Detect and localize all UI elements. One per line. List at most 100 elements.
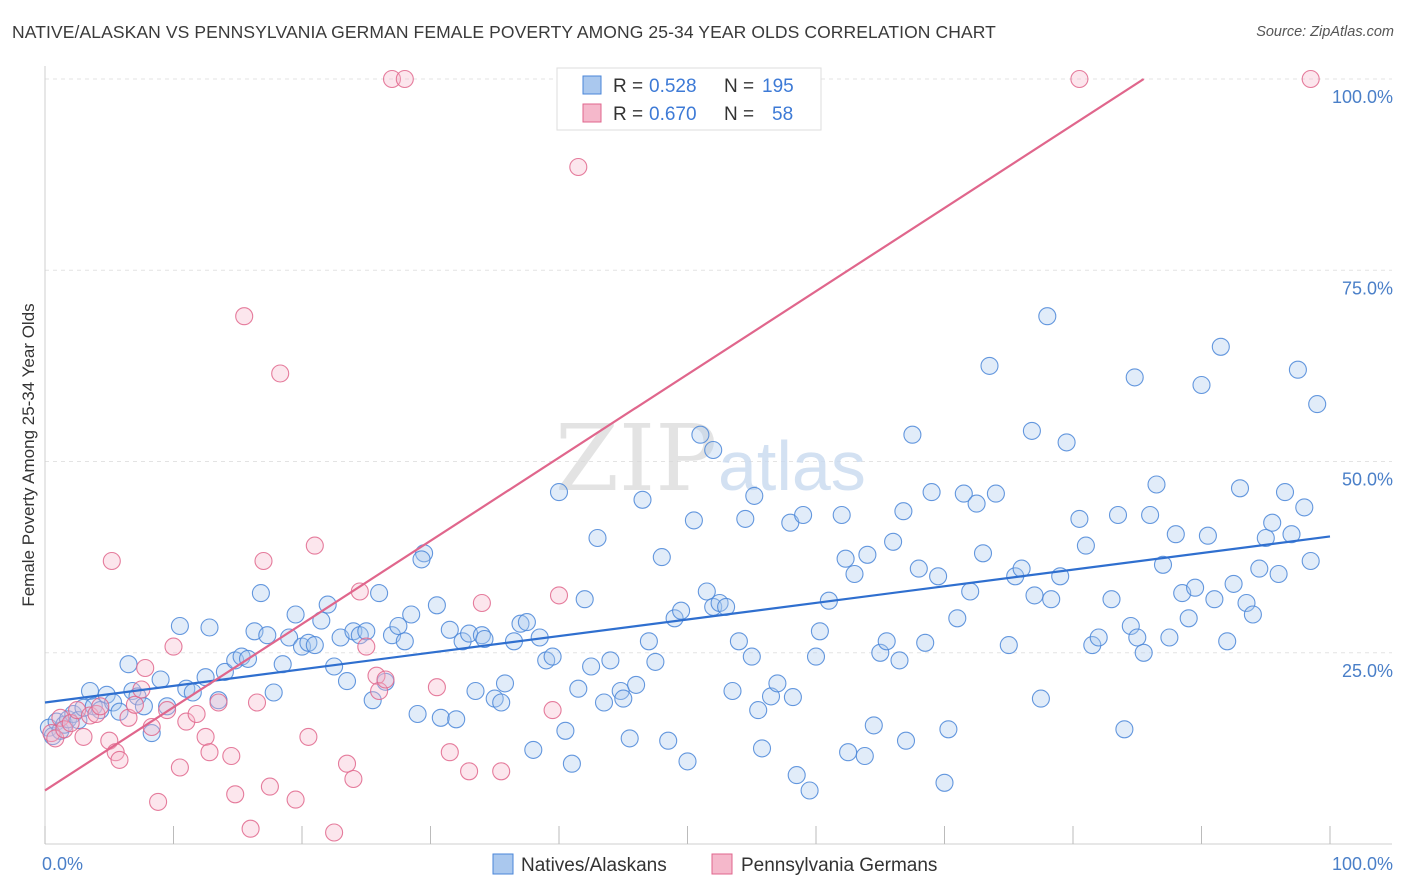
natives-point-110: [752, 739, 772, 758]
pennsylvania-point-51: [472, 593, 491, 613]
natives-point-197: [475, 629, 494, 649]
pennsylvania-point-42: [357, 637, 376, 656]
natives-point-26: [200, 618, 219, 637]
natives-point-33: [251, 584, 270, 603]
pennsylvania-point-18: [149, 792, 168, 811]
pennsylvania-point-50: [460, 762, 479, 781]
natives-point-57: [408, 704, 427, 724]
natives-point-184: [1269, 564, 1288, 584]
pennsylvania-point-16: [136, 658, 155, 678]
pennsylvania-point-31: [247, 693, 267, 712]
natives-point-168: [1166, 525, 1185, 544]
natives-point-89: [620, 729, 639, 748]
bottom-legend-label-natives: Natives/Alaskans: [521, 855, 667, 876]
bottom-legend-swatch-blue: [492, 853, 514, 875]
natives-point-165: [1147, 475, 1166, 494]
x-tick-label-0: 0.0%: [42, 854, 83, 874]
natives-point-122: [839, 743, 858, 762]
natives-point-115: [794, 505, 813, 525]
natives-point-172: [1192, 375, 1211, 395]
natives-point-125: [858, 545, 877, 564]
natives-point-136: [929, 567, 948, 586]
natives-point-95: [659, 731, 678, 750]
y-tick-label-1: 50.0%: [1342, 470, 1393, 490]
pennsylvania-point-14: [125, 695, 144, 714]
pennsylvania-point-37: [305, 536, 324, 555]
natives-point-164: [1141, 505, 1160, 525]
pennsylvania-point-52: [492, 762, 511, 781]
natives-point-64: [453, 632, 472, 651]
natives-point-38: [286, 605, 305, 624]
natives-point-194: [894, 502, 913, 521]
bottom-legend-label-pennsylvania: Pennsylvania Germans: [741, 855, 937, 876]
natives-point-181: [1250, 559, 1269, 578]
natives-point-149: [1031, 689, 1050, 708]
pennsylvania-point-47: [395, 69, 414, 89]
pennsylvania-point-45: [376, 670, 395, 689]
natives-point-92: [639, 632, 658, 651]
natives-point-171: [1186, 578, 1205, 597]
pennsylvania-point-44: [370, 681, 389, 701]
watermark: ZIP atlas: [555, 405, 866, 512]
natives-point-79: [556, 721, 575, 740]
pennsylvania-point-22: [177, 712, 196, 731]
pennsylvania-point-43: [367, 666, 386, 685]
legend-r-value-1: 0.528: [649, 76, 697, 97]
natives-point-22: [170, 616, 189, 636]
pennsylvania-point-36: [299, 727, 318, 746]
pennsylvania-point-26: [209, 693, 228, 712]
natives-point-94: [652, 548, 671, 567]
natives-point-142: [967, 494, 986, 513]
natives-point-54: [389, 616, 408, 636]
natives-point-157: [1089, 628, 1108, 647]
pennsylvania-point-29: [235, 307, 254, 326]
pennsylvania-point-39: [337, 754, 357, 773]
natives-point-80: [562, 754, 581, 773]
natives-point-155: [1076, 536, 1095, 555]
natives-point-193: [745, 486, 764, 505]
natives-point-186: [1282, 525, 1301, 544]
natives-point-148: [1025, 586, 1044, 605]
y-tick-label-3: 100.0%: [1332, 87, 1393, 107]
pennsylvania-point-21: [170, 758, 189, 777]
natives-point-162: [1128, 628, 1147, 647]
natives-point-93: [646, 652, 665, 671]
y-tick-label-0: 25.0%: [1342, 661, 1393, 681]
legend-n-value-1: 195: [762, 76, 794, 97]
legend: R = 0.528 N = 195 R = 0.670 N = 58: [556, 67, 822, 131]
natives-point-69: [492, 693, 511, 712]
natives-point-180: [1243, 605, 1262, 624]
natives-point-20: [151, 670, 170, 689]
natives-point-56: [402, 605, 421, 624]
natives-point-134: [916, 633, 935, 652]
natives-point-101: [697, 582, 716, 601]
natives-point-88: [614, 689, 633, 708]
pennsylvania-point-20: [164, 637, 183, 656]
natives-point-189: [1308, 395, 1327, 414]
natives-point-74: [524, 740, 543, 759]
natives-point-61: [431, 708, 450, 727]
pennsylvania-point-7: [80, 706, 100, 725]
y-tick-label-2: 75.0%: [1342, 278, 1393, 298]
legend-r-value-2: 0.670: [649, 104, 697, 125]
legend-r-label-1: R =: [613, 76, 643, 97]
natives-point-160: [1115, 720, 1134, 739]
natives-point-151: [1042, 590, 1061, 609]
legend-swatch-blue: [582, 75, 602, 95]
natives-point-14: [110, 702, 129, 721]
trend-lines: [44, 78, 1331, 792]
legend-n-label-1: N =: [724, 76, 754, 97]
natives-point-141: [961, 582, 980, 601]
pennsylvania-point-23: [187, 704, 206, 724]
natives-point-178: [1230, 479, 1250, 498]
natives-point-137: [935, 773, 954, 792]
natives-point-188: [1301, 551, 1320, 571]
natives-point-112: [768, 674, 787, 693]
natives-point-100: [691, 425, 710, 444]
natives-point-161: [1121, 616, 1140, 636]
natives-point-70: [495, 674, 515, 693]
watermark-atlas: atlas: [718, 427, 866, 505]
natives-point-173: [1198, 526, 1217, 545]
pennsylvania-point-40: [344, 769, 363, 789]
